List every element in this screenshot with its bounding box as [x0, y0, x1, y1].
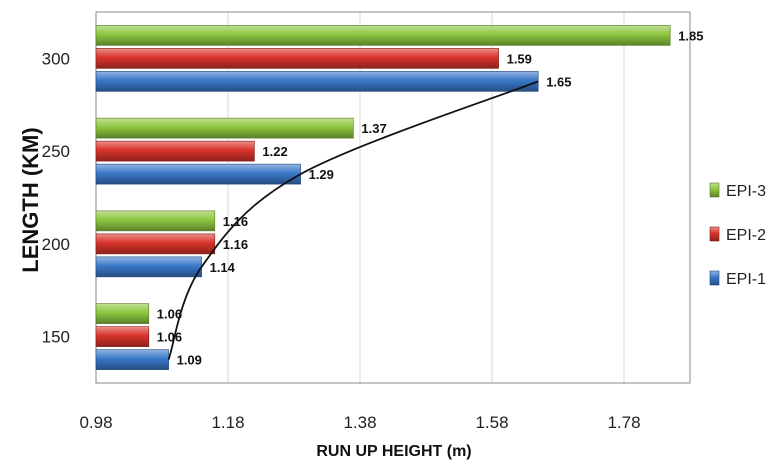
- legend-swatch-epi-1: [709, 270, 720, 286]
- y-tick-label: 300: [42, 49, 70, 68]
- plot-frame: [95, 11, 691, 384]
- x-tick-label: 1.18: [211, 413, 244, 432]
- x-axis-ticks: 0.98 1.18 1.38 1.58 1.78: [79, 413, 640, 432]
- x-tick-label: 1.78: [607, 413, 640, 432]
- x-tick-label: 1.38: [343, 413, 376, 432]
- bar-epi-2-150: [95, 326, 150, 347]
- bar-epi-1-300: [95, 71, 539, 92]
- bar-epi-2-200: [95, 233, 216, 255]
- data-label-epi-1-200: 1.14: [210, 260, 236, 275]
- bar-epi-2-250: [95, 140, 255, 162]
- x-tick-label: 0.98: [79, 413, 112, 432]
- legend-label-epi-2: EPI-2: [726, 227, 766, 244]
- data-label-epi-3-250: 1.37: [361, 121, 386, 136]
- data-label-epi-3-200: 1.16: [223, 214, 248, 229]
- bar-epi-3-300: [95, 25, 671, 46]
- legend-swatch-epi-3: [709, 182, 720, 198]
- data-label-epi-2-300: 1.59: [507, 51, 532, 66]
- x-tick-label: 1.58: [475, 413, 508, 432]
- y-axis-ticks: 150 200 250 300: [42, 49, 70, 346]
- plot-border: [95, 11, 691, 384]
- data-labels: 1.06 1.06 1.09 1.16 1.16 1.14 1.37 1.22 1.29 1.85…: [157, 28, 704, 367]
- bars: [95, 25, 671, 370]
- legend-swatch-epi-2: [709, 226, 720, 242]
- y-tick-label: 200: [42, 235, 70, 254]
- data-label-epi-2-150: 1.06: [157, 330, 182, 345]
- data-label-epi-3-300: 1.85: [678, 28, 703, 43]
- bar-epi-3-250: [95, 117, 354, 139]
- data-label-epi-1-300: 1.65: [546, 74, 571, 89]
- x-axis-label: RUN UP HEIGHT (m): [316, 443, 471, 460]
- data-label-epi-1-150: 1.09: [177, 353, 202, 368]
- data-label-epi-3-150: 1.06: [157, 307, 182, 322]
- bar-epi-3-200: [95, 210, 216, 232]
- bar-epi-1-250: [95, 163, 301, 185]
- bar-epi-1-200: [95, 256, 202, 278]
- data-label-epi-1-250: 1.29: [309, 167, 334, 182]
- y-axis-label: LENGTH (KM): [18, 127, 43, 272]
- legend-label-epi-1: EPI-1: [726, 271, 766, 288]
- legend-label-epi-3: EPI-3: [726, 183, 766, 200]
- bar-epi-1-150: [95, 349, 169, 370]
- bar-epi-2-300: [95, 48, 499, 69]
- y-tick-label: 250: [42, 142, 70, 161]
- trend-line-group: [167, 80, 539, 360]
- legend: EPI-3 EPI-2 EPI-1: [709, 182, 766, 288]
- bar-epi-3-150: [95, 303, 150, 324]
- data-label-epi-2-200: 1.16: [223, 237, 248, 252]
- trend-curve: [167, 80, 539, 360]
- y-tick-label: 150: [42, 328, 70, 347]
- data-label-epi-2-250: 1.22: [262, 144, 287, 159]
